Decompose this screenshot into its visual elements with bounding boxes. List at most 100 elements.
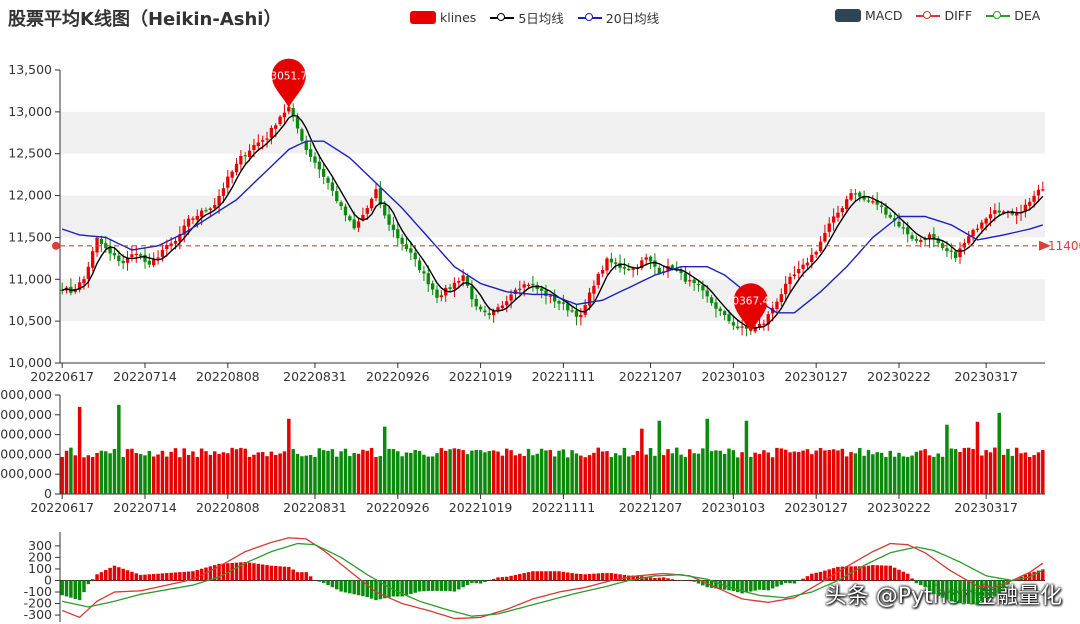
macd-bar xyxy=(117,567,121,581)
macd-bar xyxy=(217,563,221,581)
macd-bar xyxy=(762,580,766,590)
volume-bar xyxy=(343,448,348,494)
volume-bar xyxy=(966,447,971,494)
pin-label: 13051.77 xyxy=(264,71,314,83)
candle-body xyxy=(1036,189,1041,196)
legend-item-1[interactable]: DIFF xyxy=(916,8,972,23)
y-tick-label: 12,500 xyxy=(8,146,52,161)
volume-bar xyxy=(282,451,287,494)
volume-bar xyxy=(1014,447,1019,494)
candle-body xyxy=(426,273,430,285)
candle-body xyxy=(723,311,727,316)
volume-bar xyxy=(378,456,383,494)
candle-body xyxy=(173,240,178,244)
volume-bar xyxy=(247,456,252,494)
macd-bar xyxy=(574,573,579,581)
volume-bar xyxy=(413,450,417,494)
candle-body xyxy=(435,289,439,298)
legend-macd[interactable]: MACD DIFF DEA xyxy=(835,8,1048,23)
candle-body xyxy=(335,191,339,202)
legend-label: DIFF xyxy=(944,8,973,23)
macd-bar xyxy=(557,571,561,581)
macd-bar xyxy=(326,580,330,586)
volume-bar xyxy=(648,447,653,494)
volume-bar xyxy=(705,418,709,494)
macd-bar xyxy=(191,571,195,581)
legend-label: 5日均线 xyxy=(518,11,564,26)
volume-bar xyxy=(226,453,230,494)
candle-body xyxy=(526,284,531,287)
macd-tick-label: -100 xyxy=(24,584,52,599)
volume-bar xyxy=(775,447,779,494)
macd-bar xyxy=(182,571,186,581)
macd-bar xyxy=(670,579,675,581)
legend-item-0[interactable]: klines xyxy=(410,10,476,25)
legend-item-1[interactable]: 5日均线 xyxy=(490,8,564,27)
macd-bar xyxy=(609,573,614,581)
volume-bar xyxy=(1010,455,1015,494)
macd-bar xyxy=(735,580,740,593)
volume-bar xyxy=(369,447,374,494)
macd-bar xyxy=(770,580,775,589)
volume-bar xyxy=(866,450,871,494)
volume-bar xyxy=(910,455,914,494)
macd-bar xyxy=(692,580,696,582)
volume-bar xyxy=(461,450,465,494)
volume-bar xyxy=(86,455,91,494)
candle-body xyxy=(230,171,234,178)
candle-body xyxy=(814,251,818,255)
candle-body xyxy=(993,210,997,214)
macd-bar xyxy=(757,580,762,590)
volume-bar xyxy=(147,451,152,494)
macd-bar xyxy=(566,572,570,581)
macd-bar xyxy=(295,572,300,581)
grid-band xyxy=(60,279,1045,322)
volume-bar xyxy=(596,447,601,494)
candle-body xyxy=(831,216,836,223)
volume-bar xyxy=(971,448,975,494)
volume-bar xyxy=(99,450,104,494)
candle-body xyxy=(1010,211,1014,215)
candle-body xyxy=(304,141,308,151)
candle-body xyxy=(396,229,400,239)
macd-bar xyxy=(879,565,884,581)
macd-bar xyxy=(64,580,69,597)
volume-bar xyxy=(701,448,705,494)
volume-bar xyxy=(858,448,862,494)
legend-item-2[interactable]: DEA xyxy=(986,8,1040,23)
volume-bar xyxy=(539,448,544,494)
volume-bar xyxy=(195,457,200,494)
candle-body xyxy=(121,260,125,264)
macd-bar xyxy=(587,574,592,581)
macd-bar xyxy=(740,580,744,594)
volume-bar xyxy=(287,418,291,494)
volume-bar xyxy=(483,452,487,494)
candle-body xyxy=(226,176,230,188)
candle-body xyxy=(300,129,304,141)
volume-bar xyxy=(801,450,805,494)
macd-bar xyxy=(966,580,971,604)
macd-bar xyxy=(260,564,265,581)
candle-body xyxy=(91,251,95,268)
volume-bar xyxy=(618,455,622,494)
volume-bar xyxy=(919,450,923,494)
candle-body xyxy=(579,314,583,318)
candle-body xyxy=(714,302,718,309)
volume-bar xyxy=(631,455,635,494)
macd-bar xyxy=(513,574,518,581)
legend-item-2[interactable]: 20日均线 xyxy=(577,8,659,27)
candle-body xyxy=(465,276,470,286)
volume-bar xyxy=(465,454,470,494)
macd-bar xyxy=(60,580,64,596)
legend-item-0[interactable]: MACD xyxy=(835,8,902,23)
candle-body xyxy=(1023,204,1028,212)
volume-bar xyxy=(317,448,322,494)
volume-bar xyxy=(474,449,478,494)
macd-bar xyxy=(478,580,483,584)
legend-price[interactable]: klines 5日均线 20日均线 xyxy=(410,8,667,27)
candle-body xyxy=(378,188,382,205)
volume-bars xyxy=(60,404,1045,494)
candle-body xyxy=(605,258,609,271)
macd-bar xyxy=(82,580,86,593)
candle-body xyxy=(866,200,871,202)
